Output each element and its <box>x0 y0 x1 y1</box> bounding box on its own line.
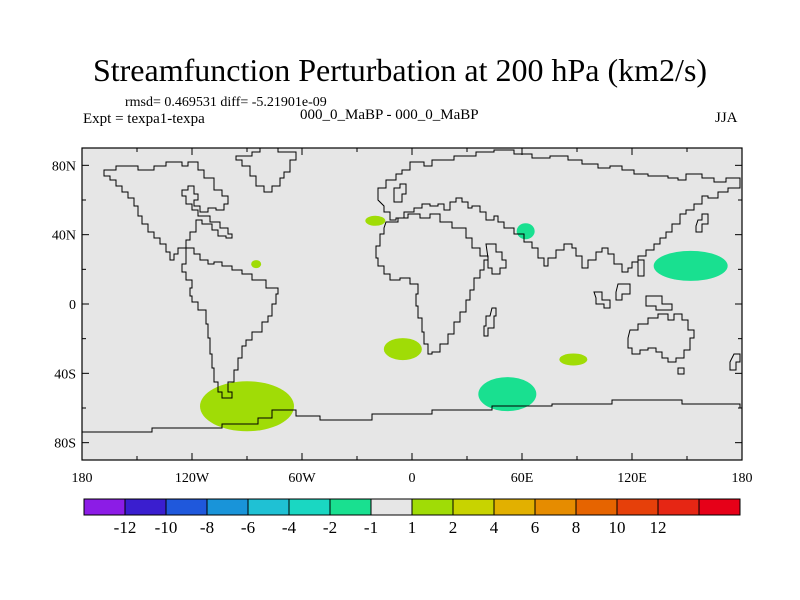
colorbar-label: -8 <box>200 518 214 537</box>
coastline-british-isles <box>393 183 407 203</box>
colorbar-swatch <box>206 498 249 516</box>
colorbar-swatch <box>288 498 331 516</box>
period-label: 000_0_MaBP - 000_0_MaBP <box>300 107 479 123</box>
longitude-axis: 180 120W 60W 0 60E 120E 180 <box>72 148 753 486</box>
colorbar-label: 6 <box>531 518 540 537</box>
colorbar-label: 2 <box>449 518 458 537</box>
coastline-south-america <box>181 247 279 399</box>
colorbar-label: -4 <box>282 518 297 537</box>
colorbar-swatch <box>493 498 536 516</box>
colorbar-swatch <box>698 498 741 516</box>
lat-tick-label: 40S <box>54 367 76 382</box>
colorbar-label: -10 <box>155 518 178 537</box>
coastline-antarctica <box>82 399 741 433</box>
season-label: JJA <box>715 110 738 126</box>
indian-ocean-positive <box>559 353 588 366</box>
coastline-madagascar <box>483 307 497 337</box>
coastline-australia <box>627 313 695 363</box>
colorbar-label: -2 <box>323 518 337 537</box>
anomaly-layer <box>200 215 728 432</box>
lat-tick-label: 80N <box>52 159 76 174</box>
colorbar-swatch <box>329 498 372 516</box>
lon-tick-label: 120E <box>617 471 647 486</box>
lon-tick-label: 120W <box>175 471 210 486</box>
colorbar-swatch <box>575 498 618 516</box>
coastlines <box>82 147 741 433</box>
coastline-philippines <box>637 259 645 277</box>
colorbar-label: -6 <box>241 518 255 537</box>
coastline-borneo <box>615 283 631 301</box>
colorbar-swatch <box>534 498 577 516</box>
colorbar-swatch <box>452 498 495 516</box>
gulf-positive <box>251 260 262 269</box>
coastline-arabia <box>485 243 507 275</box>
latitude-axis: 80N 40N 0 40S 80S <box>52 159 742 452</box>
colorbar-swatch <box>247 498 290 516</box>
s-indian-negative <box>478 377 537 412</box>
colorbar-swatch <box>657 498 700 516</box>
s-pacific-positive <box>200 381 294 432</box>
middle-east-negative <box>516 223 535 240</box>
lon-tick-label: 60E <box>511 471 534 486</box>
lat-tick-label: 40N <box>52 229 76 244</box>
colorbar-swatch <box>124 498 167 516</box>
lat-tick-label: 0 <box>69 298 76 313</box>
coastline-new-guinea <box>645 295 673 311</box>
coastline-africa <box>375 213 489 355</box>
coastline-new-zealand <box>729 353 741 371</box>
experiment-label: Expt = texpa1-texpa <box>83 111 205 127</box>
colorbar-swatch <box>370 498 413 516</box>
coastline-north-america <box>103 161 233 261</box>
colorbar: -12 -10 -8 -6 -4 -2 -1 1 2 4 6 8 10 12 <box>83 498 741 537</box>
colorbar-label: -1 <box>364 518 378 537</box>
colorbar-swatch <box>411 498 454 516</box>
map-background <box>82 148 742 460</box>
lon-tick-label: 0 <box>409 471 416 486</box>
n-pacific-negative <box>653 250 728 281</box>
lon-tick-label: 180 <box>72 471 93 486</box>
s-atlantic-positive <box>383 338 422 361</box>
colorbar-swatch <box>616 498 659 516</box>
coastline-tasmania <box>677 367 685 375</box>
coastline-sumatra <box>593 291 611 309</box>
colorbar-swatch <box>165 498 208 516</box>
colorbar-label: 1 <box>408 518 417 537</box>
lon-tick-label: 180 <box>732 471 753 486</box>
colorbar-label: -12 <box>114 518 137 537</box>
coastline-japan <box>695 213 709 233</box>
colorbar-label: 4 <box>490 518 499 537</box>
lon-tick-label: 60W <box>288 471 316 486</box>
colorbar-label: 10 <box>609 518 626 537</box>
colorbar-label: 8 <box>572 518 581 537</box>
lat-tick-label: 80S <box>54 437 76 452</box>
n-atlantic-positive <box>365 215 386 226</box>
colorbar-swatch <box>83 498 126 516</box>
plot-title: Streamfunction Perturbation at 200 hPa (… <box>92 52 708 88</box>
coastline-eurasia <box>377 149 741 273</box>
colorbar-label: 12 <box>650 518 667 537</box>
stats-label: rmsd= 0.469531 diff= -5.21901e-09 <box>125 95 327 110</box>
